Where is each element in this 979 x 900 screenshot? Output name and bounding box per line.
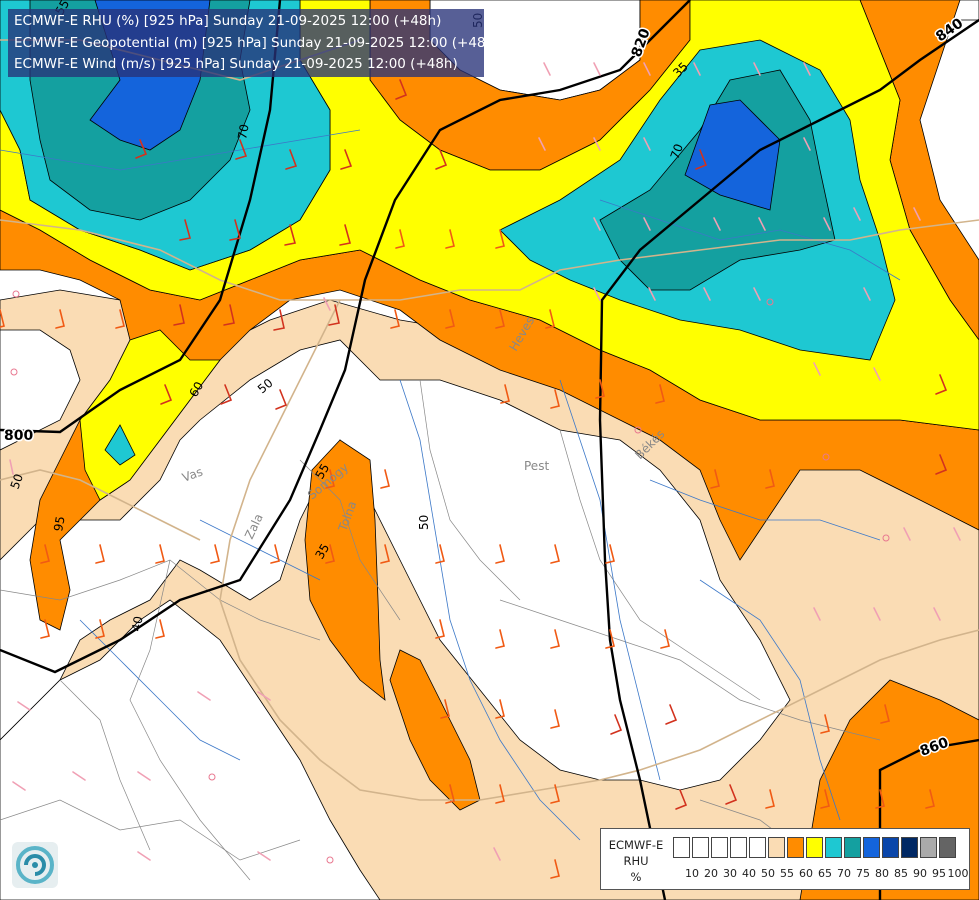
- legend-swatch: [939, 837, 956, 858]
- geopotential-label-800: 800: [4, 428, 33, 444]
- legend-swatch: [711, 837, 728, 858]
- place-label-pest: Pest: [524, 459, 549, 473]
- legend-swatch: [768, 837, 785, 858]
- legend-tick-label: 40: [742, 867, 756, 880]
- map-title-box: ECMWF-E RHU (%) [925 hPa] Sunday 21-09-2…: [8, 9, 499, 77]
- rhu-band-60-strip-a: [304, 439, 386, 701]
- contour-label: 50: [417, 515, 431, 530]
- legend-label: ECMWF-E RHU %: [603, 837, 669, 885]
- legend-swatch: [882, 837, 899, 858]
- contour-label: 95: [51, 515, 67, 532]
- rhu-legend: ECMWF-E RHU % 10 20 30 40 50 55 60 65 70 75 80 85 90…: [600, 828, 970, 890]
- rhu-band-50-south: [0, 599, 381, 900]
- ecmwf-logo-icon: [12, 842, 58, 888]
- legend-label-line: ECMWF-E: [608, 838, 664, 852]
- legend-swatch: [749, 837, 766, 858]
- legend-tick-label: 20: [704, 867, 718, 880]
- legend-swatch: [730, 837, 747, 858]
- rhu-band-60-strip-b: [389, 649, 481, 811]
- legend-label-line: %: [630, 870, 642, 884]
- contour-label: 50: [8, 472, 26, 491]
- legend-tick-label: 100: [947, 867, 969, 880]
- title-rhu: ECMWF-E RHU (%) [925 hPa] Sunday 21-09-2…: [14, 13, 442, 29]
- legend-tick-label: 55: [780, 867, 794, 880]
- legend-tick-label: 80: [875, 867, 889, 880]
- geopotential-line-800: [0, 0, 282, 434]
- legend-swatch: [863, 837, 880, 858]
- legend-tick-label: 95: [932, 867, 946, 880]
- legend-tick-label: 60: [799, 867, 813, 880]
- contour-label: 55: [312, 461, 332, 481]
- place-label-vas: Vas: [180, 465, 204, 485]
- legend-tick-label: 10: [685, 867, 699, 880]
- title-wind: ECMWF-E Wind (m/s) [925 hPa] Sunday 21-0…: [14, 56, 458, 72]
- legend-swatch: [787, 837, 804, 858]
- wind-barbs: [0, 62, 961, 879]
- rhu-band-50-west: [0, 329, 81, 451]
- contour-label: 35: [312, 541, 332, 561]
- legend-swatch: [920, 837, 937, 858]
- legend-tick-label: 90: [913, 867, 927, 880]
- legend-tick-label: 30: [723, 867, 737, 880]
- legend-tick-label: 70: [837, 867, 851, 880]
- legend-tick-label: 85: [894, 867, 908, 880]
- contour-label: 60: [186, 379, 206, 399]
- legend-swatch: [825, 837, 842, 858]
- station-markers: [10, 290, 890, 864]
- legend-label-line: RHU: [623, 854, 649, 868]
- rhu-band-70-small: [104, 424, 136, 466]
- contour-label: 70: [235, 123, 251, 140]
- legend-tick-label: 65: [818, 867, 832, 880]
- legend-swatch: [844, 837, 861, 858]
- legend-tick-label: 50: [761, 867, 775, 880]
- title-geopotential: ECMWF-E Geopotential (m) [925 hPa] Sunda…: [14, 35, 500, 51]
- wind-barb-group-medium: [0, 229, 935, 879]
- legend-swatch: [806, 837, 823, 858]
- legend-swatch: [692, 837, 709, 858]
- legend-swatch: [901, 837, 918, 858]
- contour-label: 70: [668, 142, 686, 161]
- legend-tick-label: 75: [856, 867, 870, 880]
- contour-label: 40: [129, 615, 145, 632]
- wind-barb-group-strong: [135, 79, 948, 810]
- wind-barb-group-light: [9, 62, 961, 861]
- geopotential-line-840: [598, 19, 979, 900]
- admin-boundaries: [0, 379, 881, 881]
- geopotential-line-820: [0, 0, 691, 674]
- legend-swatch: [673, 837, 690, 858]
